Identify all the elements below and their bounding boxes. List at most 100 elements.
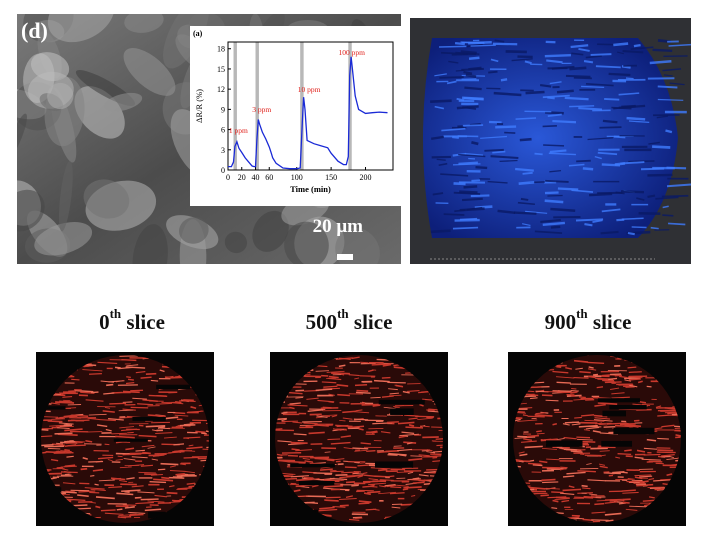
fiber-strand [188, 444, 194, 447]
fiber-strand [67, 444, 86, 447]
fiber-strand [385, 520, 393, 523]
fiber-strand [84, 487, 105, 490]
ct-strand [434, 73, 447, 77]
fiber-strand [654, 427, 663, 430]
fiber-strand [295, 397, 304, 399]
fiber-strand [290, 475, 309, 478]
fiber-strand [520, 515, 532, 518]
x-tick-label: 60 [265, 173, 273, 182]
flake [58, 160, 73, 232]
fiber-strand [672, 404, 681, 408]
fiber-strand [679, 476, 681, 479]
fiber-strand [339, 498, 357, 500]
fiber-strand [361, 403, 381, 406]
fiber-strand [195, 430, 206, 434]
fiber-strand [272, 525, 289, 526]
fiber-strand [41, 363, 50, 366]
fiber-strand [311, 518, 325, 521]
fiber-strand [360, 442, 371, 445]
slice-title-0: 0th slice [99, 306, 165, 334]
fiber-strand [622, 491, 639, 494]
fiber-strand [346, 474, 364, 478]
fiber-strand [624, 424, 642, 428]
fiber-strand [57, 427, 70, 429]
fiber-strand [353, 473, 364, 475]
fiber-strand [570, 391, 578, 394]
fiber-strand [54, 367, 64, 370]
fiber-strand [140, 376, 152, 379]
fiber-strand [137, 403, 154, 406]
fiber-strand [358, 427, 364, 431]
fiber-strand [85, 399, 104, 402]
fiber-strand [546, 524, 552, 525]
fiber-strand [78, 490, 96, 493]
fiber-strand [528, 486, 546, 490]
fiber-strand [588, 368, 597, 371]
ct-strand [583, 59, 594, 64]
fiber-strand [311, 478, 320, 480]
flake [17, 189, 45, 232]
fiber-strand [407, 390, 420, 393]
fiber-strand [522, 414, 528, 417]
ct-strand [620, 190, 645, 194]
fiber-strand [62, 468, 69, 471]
fiber-strand [74, 389, 94, 393]
fiber-strand [581, 414, 595, 417]
fiber-strand [125, 366, 146, 369]
fiber-strand [513, 355, 514, 359]
ct-strand [661, 194, 689, 198]
fiber-strand [355, 391, 371, 394]
fiber-strand [41, 497, 52, 499]
fiber-strand [424, 507, 434, 510]
ct-strand [663, 74, 673, 77]
fiber-strand [418, 474, 429, 477]
fiber-strand [362, 485, 375, 488]
fiber-strand [90, 475, 95, 477]
fiber-strand [129, 513, 144, 517]
response-line [228, 56, 388, 170]
fiber-strand [386, 475, 395, 478]
fiber-strand [291, 495, 308, 498]
fiber-strand [551, 491, 564, 494]
fiber-strand [123, 458, 136, 461]
fiber-strand [159, 369, 165, 373]
fiber-strand [174, 414, 189, 417]
fiber-strand [684, 455, 686, 456]
ct-strand [584, 223, 593, 227]
fiber-strand [440, 394, 443, 397]
fiber-strand [118, 416, 133, 419]
fiber-strand [354, 461, 360, 464]
ct-strand [626, 116, 646, 121]
fiber-strand [578, 396, 586, 399]
fiber-strand [517, 419, 538, 422]
ct-strand [655, 196, 679, 200]
fiber-strand [195, 383, 209, 386]
fiber-strand [194, 482, 209, 485]
fiber-strand [574, 416, 582, 419]
ct-strand [465, 73, 477, 78]
fiber-strand [41, 451, 47, 454]
fiber-strand [629, 384, 638, 388]
ct-volume [410, 18, 691, 264]
fiber-strand [289, 402, 301, 405]
fiber-strand [656, 451, 676, 454]
fiber-strand [281, 472, 296, 475]
fiber-strand [178, 374, 196, 377]
fiber-strand [576, 438, 593, 441]
fiber-strand [534, 414, 553, 417]
fiber-strand [179, 400, 196, 403]
fiber-strand [648, 496, 655, 499]
ct-strand [630, 46, 654, 50]
fiber-strand [421, 390, 429, 393]
fiber-strand [281, 373, 291, 376]
fiber-strand [554, 498, 568, 501]
fiber-strand [562, 488, 582, 492]
fiber-strand [88, 460, 104, 463]
ct-strand [492, 150, 506, 154]
fiber-strand [107, 459, 113, 462]
fiber-strand [541, 521, 552, 523]
fiber-strand [205, 430, 209, 434]
fiber-strand [678, 415, 681, 418]
fiber-strand [370, 396, 381, 399]
y-tick-label: 9 [221, 105, 225, 114]
